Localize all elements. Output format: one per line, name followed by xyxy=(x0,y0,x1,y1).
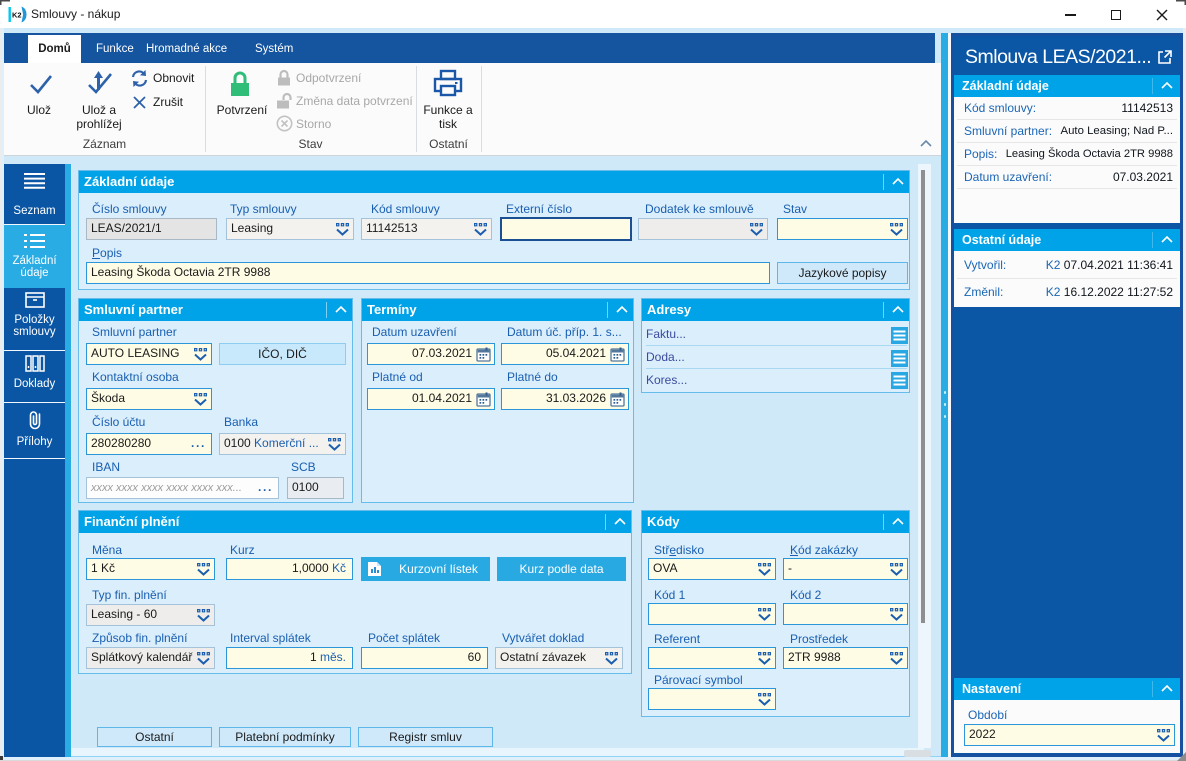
svg-text:K2: K2 xyxy=(12,11,22,20)
